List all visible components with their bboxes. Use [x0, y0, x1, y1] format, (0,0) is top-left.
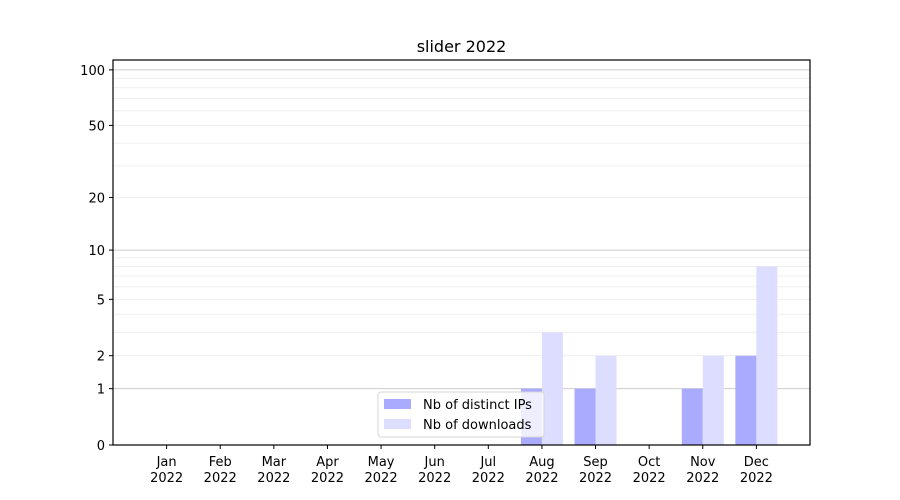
- y-tick-label: 0: [97, 439, 105, 454]
- x-tick-label-year: 2022: [525, 471, 558, 486]
- x-tick-label-year: 2022: [311, 471, 344, 486]
- bar-downloads: [702, 355, 724, 445]
- x-axis: Jan2022Feb2022Mar2022Apr2022May2022Jun20…: [150, 445, 773, 486]
- y-tick-label: 20: [88, 192, 105, 207]
- bars: [520, 266, 778, 445]
- y-tick-label: 50: [88, 119, 105, 134]
- x-tick-label-month: Sep: [583, 455, 608, 470]
- bar-ips: [574, 388, 596, 445]
- legend-label: Nb of downloads: [423, 418, 532, 433]
- x-tick-label-year: 2022: [686, 471, 719, 486]
- x-tick-label-year: 2022: [204, 471, 237, 486]
- bar-ips: [735, 355, 757, 445]
- y-tick-label: 2: [97, 350, 105, 365]
- x-tick-label-month: Dec: [744, 455, 769, 470]
- x-tick-label-month: May: [368, 455, 395, 470]
- plot-frame: [112, 59, 811, 446]
- x-tick-label-month: Jun: [424, 455, 445, 470]
- chart-title: slider 2022: [417, 37, 507, 56]
- x-tick-label-month: Mar: [262, 455, 287, 470]
- bar-downloads: [595, 355, 617, 445]
- x-tick-label-month: Apr: [316, 455, 339, 470]
- x-tick-label-year: 2022: [418, 471, 451, 486]
- x-tick-label-year: 2022: [365, 471, 398, 486]
- x-tick-label-month: Jan: [156, 455, 177, 470]
- legend: Nb of distinct IPs Nb of downloads: [377, 391, 545, 438]
- x-tick-label-month: Jul: [479, 455, 496, 470]
- x-tick-label-year: 2022: [150, 471, 183, 486]
- bar-ips: [681, 388, 703, 445]
- x-tick-label-month: Feb: [209, 455, 232, 470]
- x-tick-label-year: 2022: [740, 471, 773, 486]
- x-tick-label-month: Oct: [638, 455, 660, 470]
- x-tick-label-year: 2022: [257, 471, 290, 486]
- x-tick-label-year: 2022: [472, 471, 505, 486]
- grid: [113, 69, 810, 390]
- y-tick-label: 100: [80, 64, 105, 79]
- legend-swatch: [384, 419, 411, 429]
- y-tick-label: 5: [97, 293, 105, 308]
- y-tick-label: 1: [97, 383, 105, 398]
- legend-box: [377, 391, 545, 438]
- x-tick-label-year: 2022: [579, 471, 612, 486]
- bar-downloads: [541, 332, 563, 445]
- bar-downloads: [756, 266, 778, 445]
- y-tick-label: 10: [88, 244, 105, 259]
- legend-label: Nb of distinct IPs: [423, 398, 532, 413]
- y-axis: 0 1 2 5 10 20 50 100: [80, 64, 113, 454]
- x-tick-label-month: Nov: [690, 455, 716, 470]
- x-tick-label-year: 2022: [633, 471, 666, 486]
- legend-swatch: [384, 399, 411, 409]
- x-tick-label-month: Aug: [529, 455, 554, 470]
